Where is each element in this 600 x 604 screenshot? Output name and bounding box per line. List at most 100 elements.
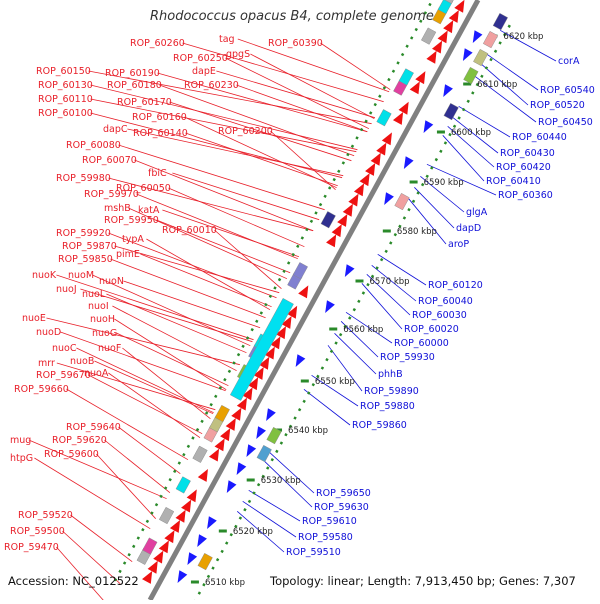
forward-gene-label: ROP_59500	[10, 526, 65, 537]
forward-gene-arrow	[225, 417, 236, 431]
forward-gene-leader	[237, 38, 390, 93]
forward-gene-arrow	[443, 20, 454, 34]
forward-gene-arrow	[175, 509, 186, 523]
forward-gene-leader	[146, 238, 271, 311]
reverse-gene-arrow	[187, 552, 198, 565]
forward-gene-leader	[116, 332, 229, 387]
reverse-gene-label: glgA	[466, 207, 488, 218]
forward-gene-label: ROP_60130	[38, 80, 93, 91]
forward-gene-leader	[96, 453, 156, 519]
forward-gene-leader	[56, 546, 108, 604]
forward-gene-leader	[90, 84, 358, 151]
forward-gene-arrow	[214, 438, 225, 452]
reverse-gene-leader	[481, 64, 529, 106]
forward-gene-label: ROP_59660	[14, 384, 69, 395]
forward-gene-leader	[250, 53, 375, 120]
forward-gene-leader	[114, 245, 280, 294]
forward-gene-arrow	[186, 489, 197, 503]
reverse-gene-arrow	[266, 408, 276, 421]
reverse-gene-label: ROP_60540	[540, 85, 595, 96]
forward-gene-leader	[122, 347, 211, 420]
forward-gene-arrow	[331, 224, 342, 238]
forward-feature-block	[320, 211, 336, 229]
forward-gene-label: tag	[219, 34, 235, 45]
reverse-gene-label: ROP_60020	[404, 324, 459, 335]
reverse-gene-arrow	[177, 570, 188, 583]
forward-gene-label: ROP_59600	[44, 449, 99, 460]
forward-gene-arrow	[415, 71, 426, 85]
forward-gene-arrow	[164, 530, 175, 544]
forward-gene-leader	[88, 70, 372, 125]
forward-gene-label: ROP_59850	[58, 254, 113, 265]
forward-gene-label: nuoN	[99, 276, 124, 287]
forward-gene-leader	[28, 439, 167, 500]
reverse-gene-leader	[340, 321, 379, 358]
reverse-gene-label: ROP_60120	[428, 280, 483, 291]
forward-gene-leader	[110, 258, 266, 319]
forward-feature-block	[292, 262, 308, 280]
forward-feature-block	[192, 445, 208, 463]
reverse-feature-block	[492, 13, 508, 31]
forward-gene-label: ROP_60170	[117, 97, 172, 108]
forward-gene-label: nuoF	[98, 343, 121, 354]
reverse-gene-label: ROP_59610	[302, 516, 357, 527]
reverse-gene-label: ROP_60520	[530, 100, 585, 111]
reverse-gene-label: ROP_60000	[394, 338, 449, 349]
forward-feature-block	[421, 27, 437, 45]
forward-gene-arrow	[147, 560, 158, 574]
reverse-feature-block	[394, 193, 410, 211]
reverse-gene-leader	[377, 253, 427, 286]
reverse-gene-arrow	[344, 264, 355, 277]
forward-gene-leader	[70, 514, 133, 563]
forward-gene-label: ROP_60010	[162, 225, 217, 236]
tick-label: 6520 kbp	[233, 527, 273, 537]
forward-gene-leader	[60, 331, 226, 392]
forward-gene-arrow	[392, 111, 404, 125]
reverse-gene-arrow	[462, 48, 473, 61]
reverse-gene-label: ROP_59510	[286, 547, 341, 558]
reverse-gene-label: ROP_59880	[360, 401, 415, 412]
forward-gene-arrow	[359, 173, 370, 187]
forward-gene-leader	[90, 98, 357, 153]
forward-gene-leader	[184, 116, 337, 189]
forward-gene-arrow	[281, 315, 292, 329]
forward-gene-leader	[90, 112, 343, 179]
forward-gene-leader	[236, 84, 368, 133]
forward-gene-label: ROP_60200	[218, 126, 273, 137]
reverse-gene-label: ROP_60360	[498, 190, 553, 201]
forward-gene-label: ROP_60080	[66, 140, 121, 151]
reverse-feature-block	[482, 31, 499, 49]
reverse-gene-leader	[269, 452, 315, 494]
forward-gene-arrow	[181, 499, 192, 513]
reverse-gene-arrow	[256, 426, 266, 439]
reverse-gene-arrow	[423, 120, 434, 133]
reverse-feature-block	[266, 427, 282, 445]
forward-gene-label: ROP_60050	[116, 183, 171, 194]
forward-gene-leader	[127, 128, 344, 177]
forward-gene-label: nuoK	[32, 270, 57, 281]
forward-gene-label: ROP_59970	[84, 189, 139, 200]
forward-gene-leader	[112, 305, 237, 372]
reverse-gene-arrow	[207, 516, 217, 529]
forward-gene-arrow	[398, 101, 409, 115]
tick-label: 6620 kbp	[503, 32, 543, 42]
forward-gene-label: ROP_60160	[132, 112, 187, 123]
forward-gene-label: ROP_59520	[18, 510, 73, 521]
forward-gene-label: ROP_60250	[173, 53, 228, 64]
reverse-gene-leader	[420, 175, 465, 213]
reverse-gene-leader	[311, 374, 359, 407]
forward-feature-block	[443, 0, 459, 4]
tick-label: 6580 kbp	[397, 227, 437, 237]
reverse-gene-leader	[447, 126, 495, 168]
forward-gene-arrow	[197, 468, 208, 482]
forward-gene-arrow	[264, 346, 275, 360]
forward-gene-leader	[62, 530, 121, 584]
forward-gene-label: fbiC	[148, 168, 167, 179]
tick-label: 6550 kbp	[315, 377, 355, 387]
forward-gene-label: mshB	[104, 203, 131, 214]
forward-gene-arrow	[348, 193, 359, 207]
forward-gene-leader	[56, 274, 254, 341]
reverse-gene-label: ROP_59630	[314, 502, 369, 513]
reverse-gene-arrow	[246, 444, 257, 457]
forward-gene-label: htpG	[10, 453, 33, 464]
